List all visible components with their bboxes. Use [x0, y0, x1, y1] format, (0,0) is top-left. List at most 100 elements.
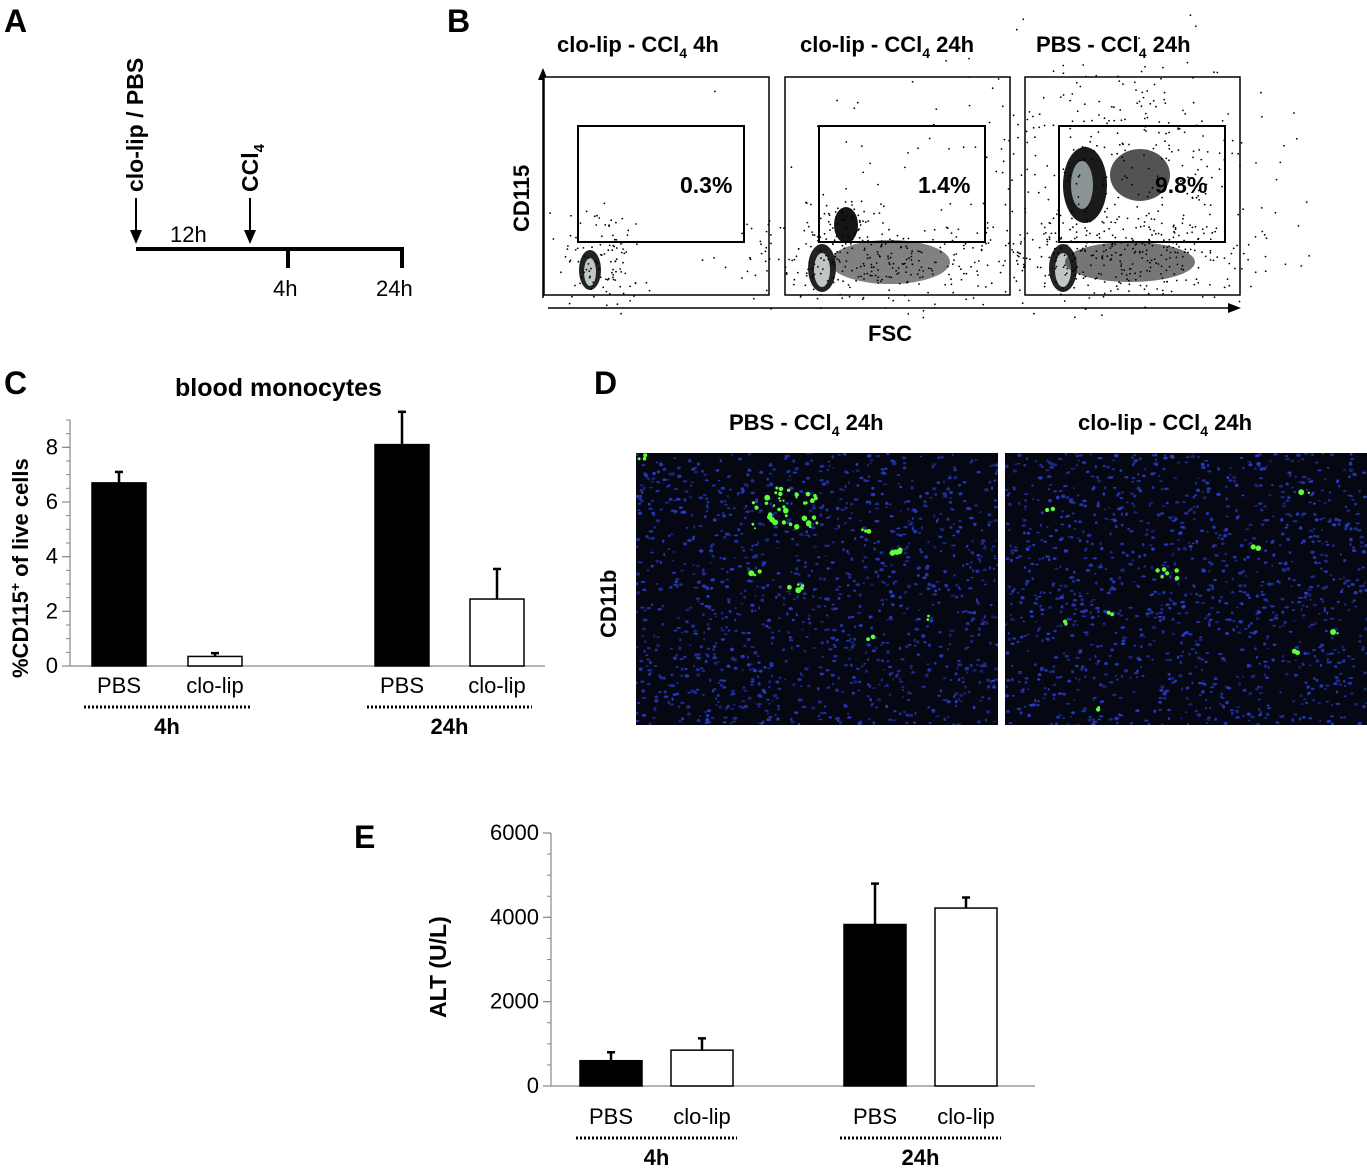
nucleus [1151, 547, 1155, 551]
flow-dot [788, 258, 790, 261]
flow-dot [1141, 257, 1144, 259]
nucleus [645, 535, 649, 539]
cd11b-cell [783, 507, 789, 514]
nucleus [918, 517, 923, 520]
flow-dot [1011, 210, 1014, 213]
nucleus [763, 666, 767, 669]
nucleus [1243, 539, 1248, 541]
nucleus [952, 465, 956, 469]
nucleus [866, 643, 871, 647]
nucleus [1046, 475, 1052, 478]
flow-dot [1114, 236, 1117, 239]
flow-dot [1177, 149, 1180, 152]
flow-dot [1062, 222, 1064, 224]
flow-dot [1226, 278, 1229, 280]
nucleus [705, 586, 710, 591]
flow-dot [997, 78, 1000, 80]
nucleus [958, 525, 963, 529]
nucleus [1257, 698, 1261, 701]
flow-dot [860, 275, 862, 278]
nucleus [978, 699, 983, 702]
flow-dot [1062, 72, 1065, 75]
nucleus [1162, 504, 1165, 507]
nucleus [799, 672, 803, 676]
flow-dot [1178, 234, 1180, 237]
nucleus [1144, 719, 1149, 722]
flow-dot [811, 231, 813, 234]
flow-dot [901, 262, 904, 265]
nucleus [1108, 718, 1113, 721]
nucleus [1077, 650, 1083, 654]
flow-dot [1239, 164, 1241, 167]
nucleus [709, 545, 714, 548]
flow-dot [1060, 236, 1063, 239]
nucleus [820, 641, 825, 645]
flow-dot [1148, 239, 1151, 242]
nucleus [1011, 664, 1014, 667]
nucleus [979, 664, 985, 668]
flow-dot [1038, 126, 1041, 129]
nucleus [836, 719, 840, 722]
nucleus [770, 636, 775, 640]
nucleus [759, 470, 764, 474]
nucleus [940, 529, 944, 532]
nucleus [1355, 522, 1360, 525]
flow-dot [1071, 270, 1074, 273]
y-tick-label: 6000 [490, 820, 539, 845]
nucleus [773, 468, 776, 472]
nucleus [855, 469, 860, 472]
flow-dot [863, 249, 866, 252]
nucleus [1129, 676, 1132, 679]
nucleus [726, 495, 729, 498]
treatment-label: clo-lip / PBS [122, 58, 148, 192]
flow-dot [1133, 81, 1136, 84]
flow-dot [1197, 237, 1200, 240]
nucleus [1230, 711, 1234, 716]
flow-dot [891, 267, 894, 269]
flow-dot [805, 275, 808, 277]
nucleus [711, 608, 715, 612]
nucleus [775, 595, 778, 600]
chart-blood-monocytes: blood monocytes %CD115+ of live cells 02… [7, 374, 545, 739]
nucleus [739, 491, 744, 494]
nucleus [1188, 544, 1193, 548]
nucleus [900, 658, 905, 661]
flow-dot [867, 220, 870, 223]
nucleus [1170, 600, 1174, 603]
flow-dot [629, 285, 632, 288]
nucleus [767, 626, 772, 629]
nucleus [952, 554, 956, 558]
nucleus [768, 680, 772, 684]
flow-dot [1121, 142, 1124, 145]
flow-dot [1075, 81, 1078, 84]
flow-dot [1012, 251, 1015, 254]
nucleus [1171, 519, 1177, 522]
nucleus [1051, 693, 1056, 697]
flow-dot [1209, 213, 1211, 216]
flow-dot [999, 271, 1002, 274]
nucleus [962, 481, 967, 484]
nucleus [885, 584, 890, 586]
flow-dot [566, 248, 569, 251]
flow-dot [1231, 139, 1234, 142]
nucleus [762, 523, 765, 527]
nucleus [927, 706, 931, 709]
nucleus [901, 686, 905, 688]
nucleus [1021, 524, 1026, 527]
flow-dot [1194, 225, 1197, 228]
nucleus [1110, 648, 1115, 652]
panel-a-timeline: clo-lip / PBS CCl4 12h 4h 24h [122, 58, 413, 301]
flow-dot [985, 242, 987, 245]
nucleus [1160, 685, 1165, 689]
nucleus [760, 722, 763, 725]
flow-dot [1305, 201, 1308, 204]
flow-dot [1166, 246, 1169, 249]
flow-dot [832, 277, 835, 279]
nucleus [1041, 466, 1045, 468]
nucleus [1207, 470, 1212, 473]
nucleus [1065, 567, 1069, 571]
nucleus [722, 720, 727, 724]
flow-dot [1052, 124, 1055, 127]
flow-dot [980, 249, 983, 252]
y-tick-label: 2 [46, 598, 58, 623]
